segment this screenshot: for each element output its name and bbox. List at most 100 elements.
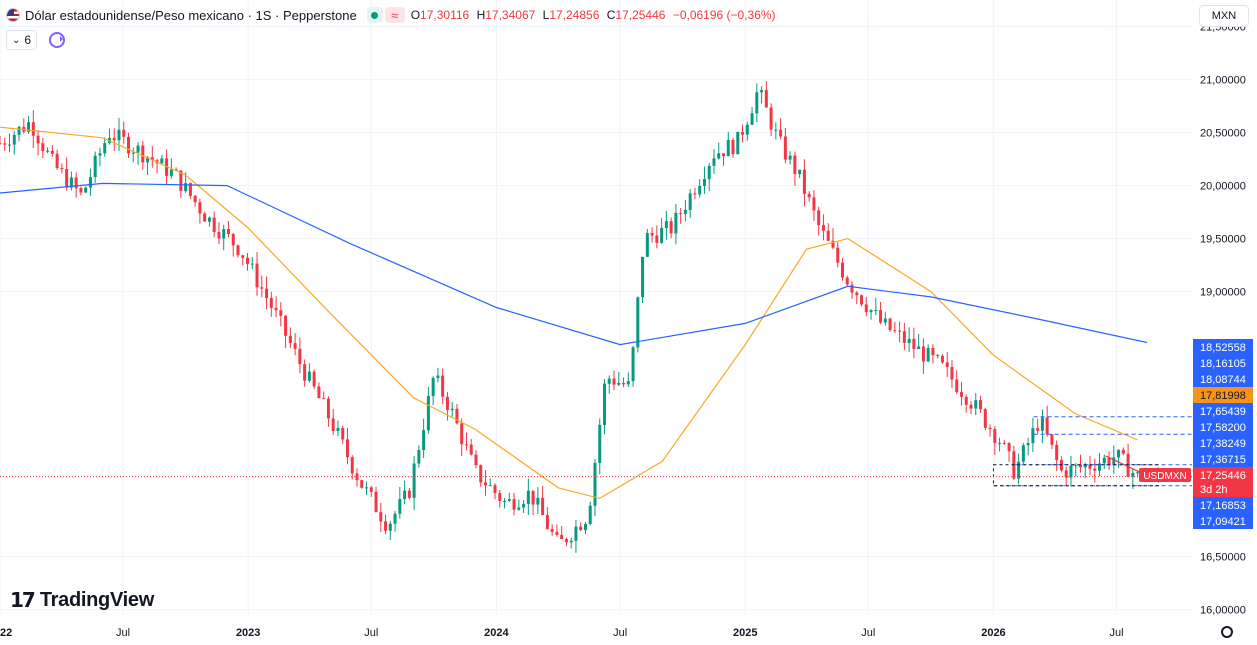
- candle-body: [326, 398, 330, 419]
- candle-body: [826, 230, 830, 241]
- candle-body: [303, 364, 307, 381]
- gear-icon[interactable]: [1221, 626, 1233, 638]
- candle-body: [374, 491, 378, 513]
- candle-body: [493, 485, 497, 494]
- candle-body: [617, 382, 621, 385]
- candle-body: [131, 152, 135, 154]
- symbol-title[interactable]: Dólar estadounidense/Peso mexicano · 1S …: [25, 7, 357, 23]
- candle-body: [17, 126, 21, 135]
- x-tick-label: Jul: [1109, 627, 1123, 639]
- candle-body: [1064, 470, 1068, 478]
- x-tick-label: Jul: [861, 627, 875, 639]
- candle-body: [398, 499, 402, 514]
- wave-icon[interactable]: ≈: [384, 7, 405, 23]
- x-tick-label: 2026: [981, 627, 1005, 639]
- price-label-box: [1193, 497, 1253, 513]
- x-tick-label: Jul: [116, 627, 130, 639]
- candle-body: [936, 355, 940, 357]
- candle-body: [517, 507, 521, 510]
- candle-body: [702, 179, 706, 186]
- candle-body: [150, 157, 154, 161]
- currency-button[interactable]: MXN: [1199, 5, 1249, 27]
- candle-body: [879, 309, 883, 323]
- ohlc-low-key: L: [542, 8, 550, 22]
- candle-body: [593, 462, 597, 506]
- candle-body: [341, 428, 345, 440]
- price-label: 17,81998: [1200, 390, 1246, 402]
- candle-body: [760, 90, 764, 93]
- candle-body: [1093, 468, 1097, 471]
- candle-body: [798, 169, 802, 175]
- candle-body: [265, 288, 269, 299]
- candle-body: [488, 485, 492, 487]
- refresh-icon[interactable]: [49, 32, 66, 48]
- x-tick-label: 2025: [733, 627, 757, 639]
- candle-body: [1126, 453, 1130, 477]
- candle-body: [1026, 443, 1030, 446]
- candle-body: [207, 217, 211, 222]
- candle-body: [769, 107, 773, 130]
- candle-body: [550, 529, 554, 532]
- candle-body: [479, 465, 483, 483]
- candle-body: [293, 343, 297, 349]
- candle-body: [231, 234, 235, 246]
- candle-body: [969, 404, 973, 409]
- candle-body: [583, 523, 587, 531]
- candle-body: [365, 487, 369, 489]
- candle-body: [445, 396, 449, 411]
- candle-body: [669, 221, 673, 234]
- candle-body: [555, 531, 559, 535]
- candle-body: [407, 490, 411, 498]
- candle-body: [840, 262, 844, 278]
- indicators-toggle[interactable]: ⌄ 6: [6, 30, 38, 50]
- tradingview-logo[interactable]: 17 TradingView: [10, 588, 154, 612]
- ohlc-change: −0,06196 (−0,36%): [672, 8, 776, 22]
- price-label-box: [1193, 467, 1253, 497]
- candle-body: [27, 122, 31, 132]
- candle-body: [260, 287, 264, 289]
- price-labels: 18,52558 18,16105 18,08744 17,81998 17,65439…: [1139, 339, 1253, 529]
- price-label-box: [1193, 355, 1253, 371]
- candle-body: [736, 131, 740, 155]
- x-tick-label: 2022: [0, 627, 12, 639]
- chart-legend: Dólar estadounidense/Peso mexicano · 1S …: [6, 5, 776, 25]
- price-label-box: [1193, 513, 1253, 529]
- candle-body: [931, 347, 935, 356]
- candle-body: [498, 493, 502, 501]
- candle-body: [783, 136, 787, 160]
- candle-body: [793, 155, 797, 175]
- candle-body: [688, 193, 692, 210]
- price-label-box: [1193, 339, 1253, 355]
- candle-body: [817, 210, 821, 226]
- candle-body: [636, 297, 640, 348]
- candle-body: [36, 135, 40, 144]
- ohlc-values: O17,30116 H17,34067 L17,24856 C17,25446 …: [411, 8, 776, 22]
- candle-body: [774, 129, 778, 131]
- candle-body: [926, 347, 930, 362]
- candle-body: [441, 375, 445, 397]
- candle-body: [1007, 443, 1011, 452]
- candle-body: [912, 338, 916, 349]
- price-label-box: [1193, 403, 1253, 419]
- candle-body: [165, 158, 169, 176]
- x-tick-label: Jul: [364, 627, 378, 639]
- candle-body: [1017, 461, 1021, 479]
- price-label: 17,38249: [1200, 438, 1246, 450]
- candle-body: [693, 193, 697, 195]
- candle-body: [602, 383, 606, 425]
- candle-body: [950, 366, 954, 380]
- market-open-icon[interactable]: [366, 7, 383, 23]
- y-tick-label: 16,50000: [1200, 552, 1246, 564]
- grid-lines: [0, 0, 1192, 615]
- candle-body: [979, 400, 983, 410]
- candle-body: [726, 140, 730, 157]
- candle-body: [1078, 464, 1082, 468]
- candle-body: [55, 153, 59, 168]
- candle-body: [579, 526, 583, 531]
- candle-body: [1045, 417, 1049, 435]
- candle-body: [836, 247, 840, 263]
- tradingview-mark-icon: 17: [10, 588, 36, 612]
- candle-body: [98, 153, 102, 156]
- candle-body: [384, 521, 388, 531]
